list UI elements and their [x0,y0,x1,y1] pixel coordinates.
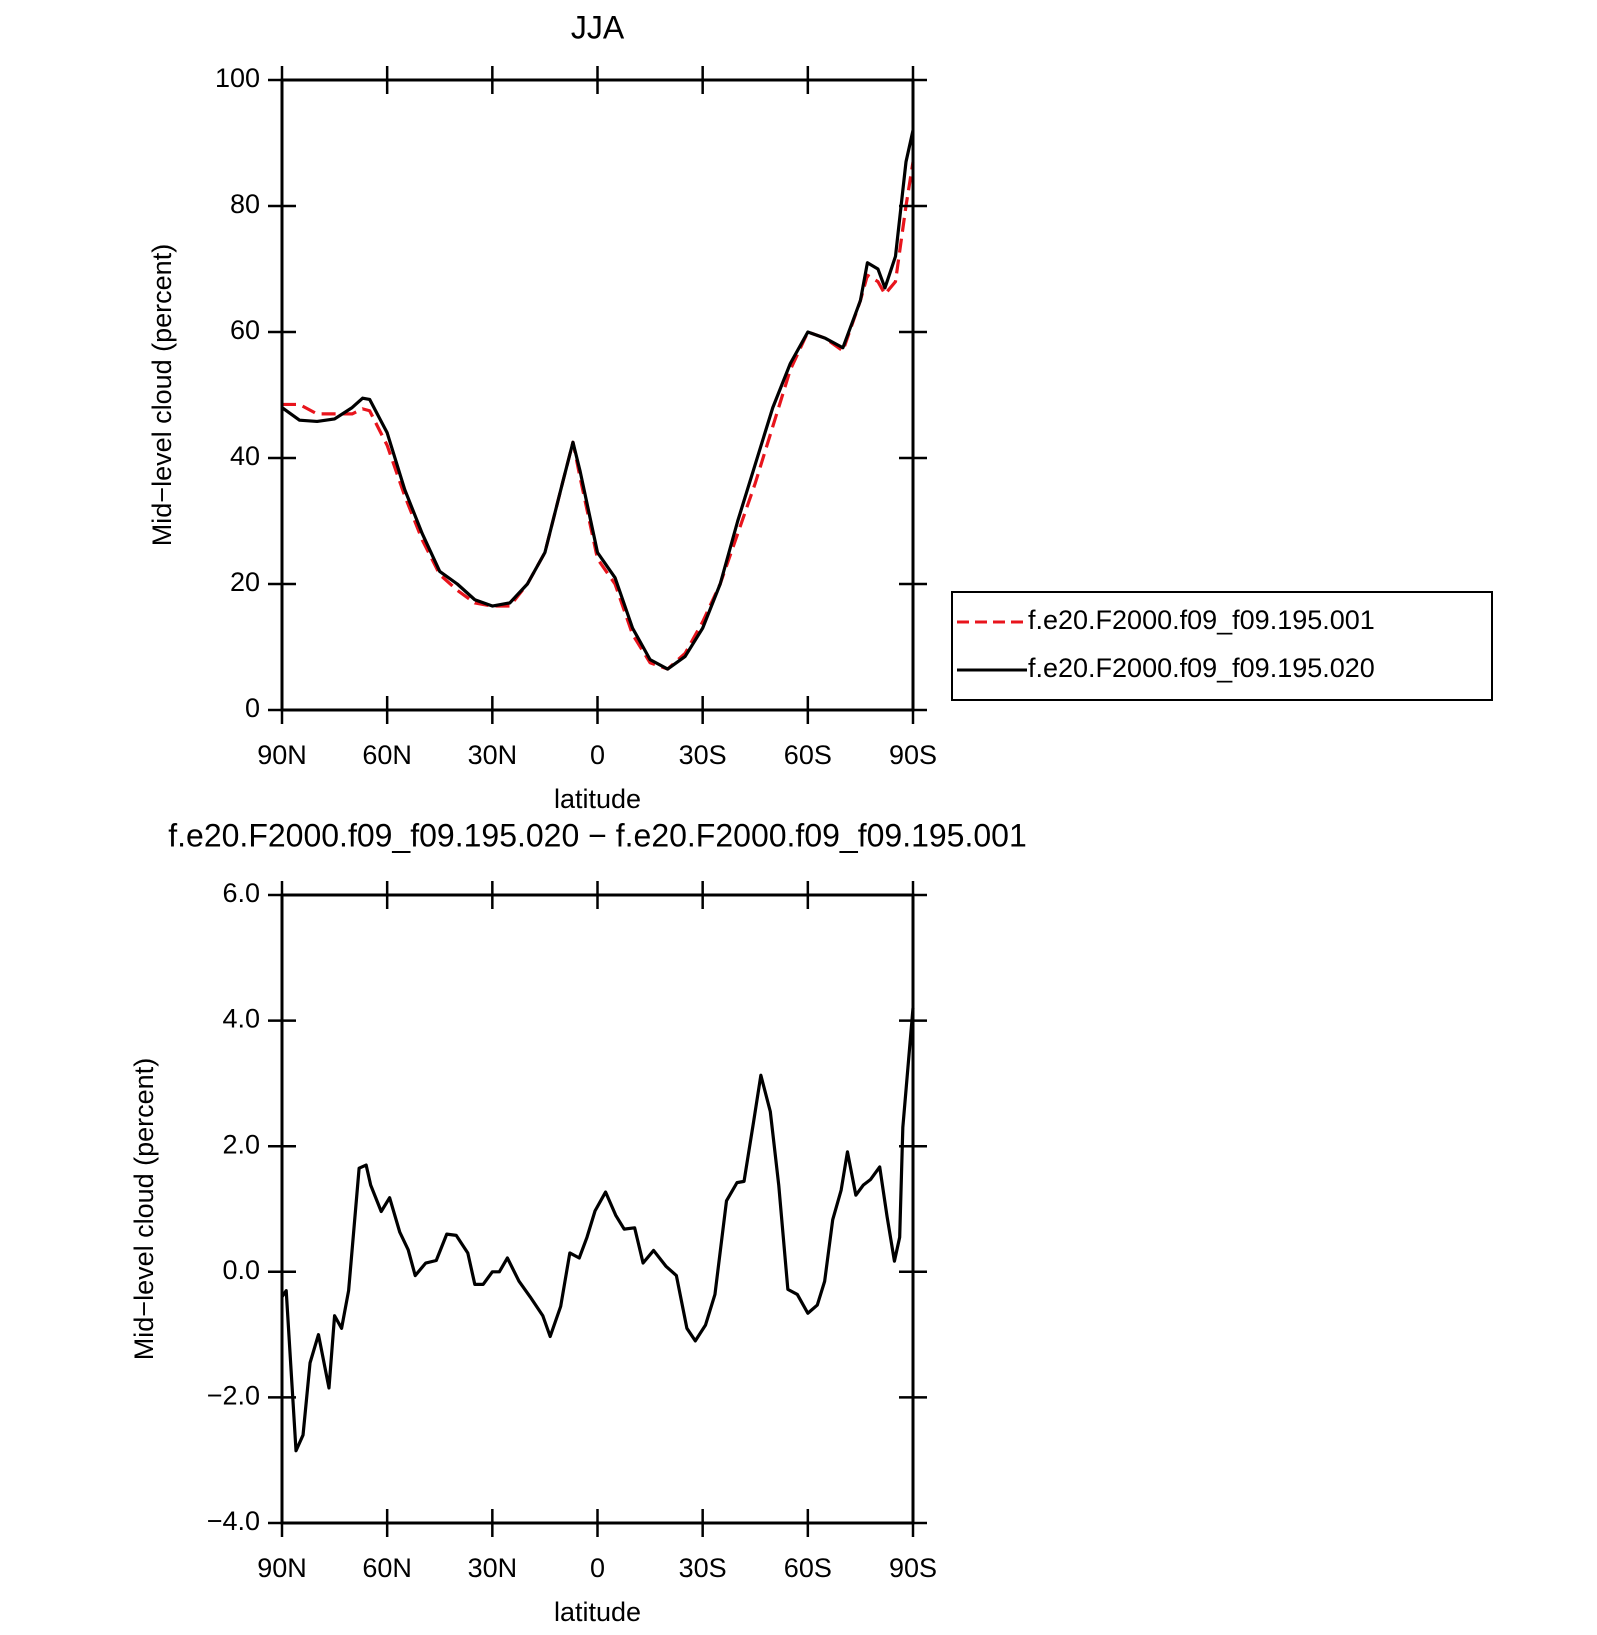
y-tick-label: 80 [230,189,260,219]
y-tick-label: 20 [230,567,260,597]
x-tick-label: 30S [679,1553,727,1583]
x-tick-label: 0 [590,1553,605,1583]
x-tick-label: 0 [590,740,605,770]
y-tick-label: 0.0 [222,1255,260,1285]
legend-box [951,591,1493,701]
y-tick-label: 60 [230,315,260,345]
y-tick-label: 40 [230,441,260,471]
x-axis-label: latitude [554,784,641,814]
y-tick-label: 4.0 [222,1004,260,1034]
y-tick-label: −4.0 [207,1506,260,1536]
x-tick-label: 90N [257,740,307,770]
x-tick-label: 90S [889,740,937,770]
x-tick-label: 60N [362,1553,412,1583]
x-tick-label: 30S [679,740,727,770]
chart-title: f.e20.F2000.f09_f09.195.020 − f.e20.F200… [168,817,1027,853]
data-line [281,130,915,671]
y-axis-label: Mid−level cloud (percent) [129,1058,159,1360]
x-tick-label: 90N [257,1553,307,1583]
legend-label: f.e20.F2000.f09_f09.195.020 [1028,653,1375,683]
legend-label: f.e20.F2000.f09_f09.195.001 [1028,605,1375,635]
y-tick-label: 2.0 [222,1129,260,1159]
y-tick-label: −2.0 [207,1381,260,1411]
y-tick-label: 6.0 [222,878,260,908]
y-axis-label: Mid−level cloud (percent) [147,244,177,546]
y-tick-label: 100 [215,63,260,93]
x-tick-label: 60S [784,1553,832,1583]
y-tick-label: 0 [245,693,260,723]
plot-frame [280,78,915,712]
x-tick-label: 30N [468,740,518,770]
x-axis-label: latitude [554,1597,641,1627]
x-tick-label: 60S [784,740,832,770]
x-tick-label: 30N [468,1553,518,1583]
x-tick-label: 90S [889,1553,937,1583]
data-line [280,1007,915,1453]
chart-title: JJA [571,9,625,45]
x-tick-label: 60N [362,740,412,770]
